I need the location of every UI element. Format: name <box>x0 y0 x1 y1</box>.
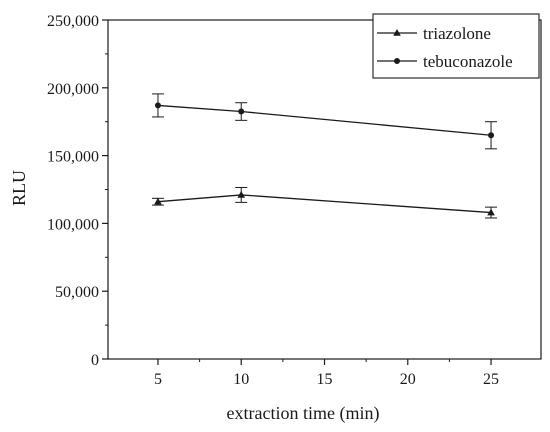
y-tick-label: 100,000 <box>47 216 99 233</box>
y-tick-label: 50,000 <box>55 284 99 301</box>
legend-marker <box>394 58 400 64</box>
y-axis-title: RLU <box>9 170 29 206</box>
legend-label: triazolone <box>423 24 491 43</box>
x-tick-label: 10 <box>233 371 249 388</box>
series-line <box>157 194 492 214</box>
x-tick-label: 5 <box>154 371 162 388</box>
x-axis-title: extraction time (min) <box>227 403 380 424</box>
series-triazolone <box>151 186 498 219</box>
data-point <box>487 208 495 216</box>
data-point <box>237 190 246 198</box>
legend-item-triazolone: triazolone <box>377 24 491 43</box>
legend-marker <box>393 29 401 36</box>
legend-item-tebuconazole: tebuconazole <box>377 52 513 71</box>
series-line <box>157 104 492 136</box>
data-point <box>238 108 245 115</box>
axes: 0 50,000 100,000 150,000 200,000 250,000 5 10 15… <box>47 13 542 388</box>
y-tick-label: 200,000 <box>47 81 99 98</box>
legend-label: tebuconazole <box>423 52 513 71</box>
y-tick-label: 0 <box>91 352 99 369</box>
y-tick-label: 150,000 <box>47 149 99 166</box>
x-tick-label: 15 <box>317 371 333 388</box>
y-tick-label: 250,000 <box>47 13 99 30</box>
plot-area <box>151 93 498 219</box>
x-tick-label: 20 <box>400 371 416 388</box>
data-point <box>154 102 161 109</box>
data-point <box>154 197 162 205</box>
x-tick-label: 25 <box>483 371 499 388</box>
data-point <box>488 132 495 139</box>
legend: triazolone tebuconazole <box>372 13 540 79</box>
series-tebuconazole <box>151 93 498 150</box>
legend-box <box>372 13 540 79</box>
